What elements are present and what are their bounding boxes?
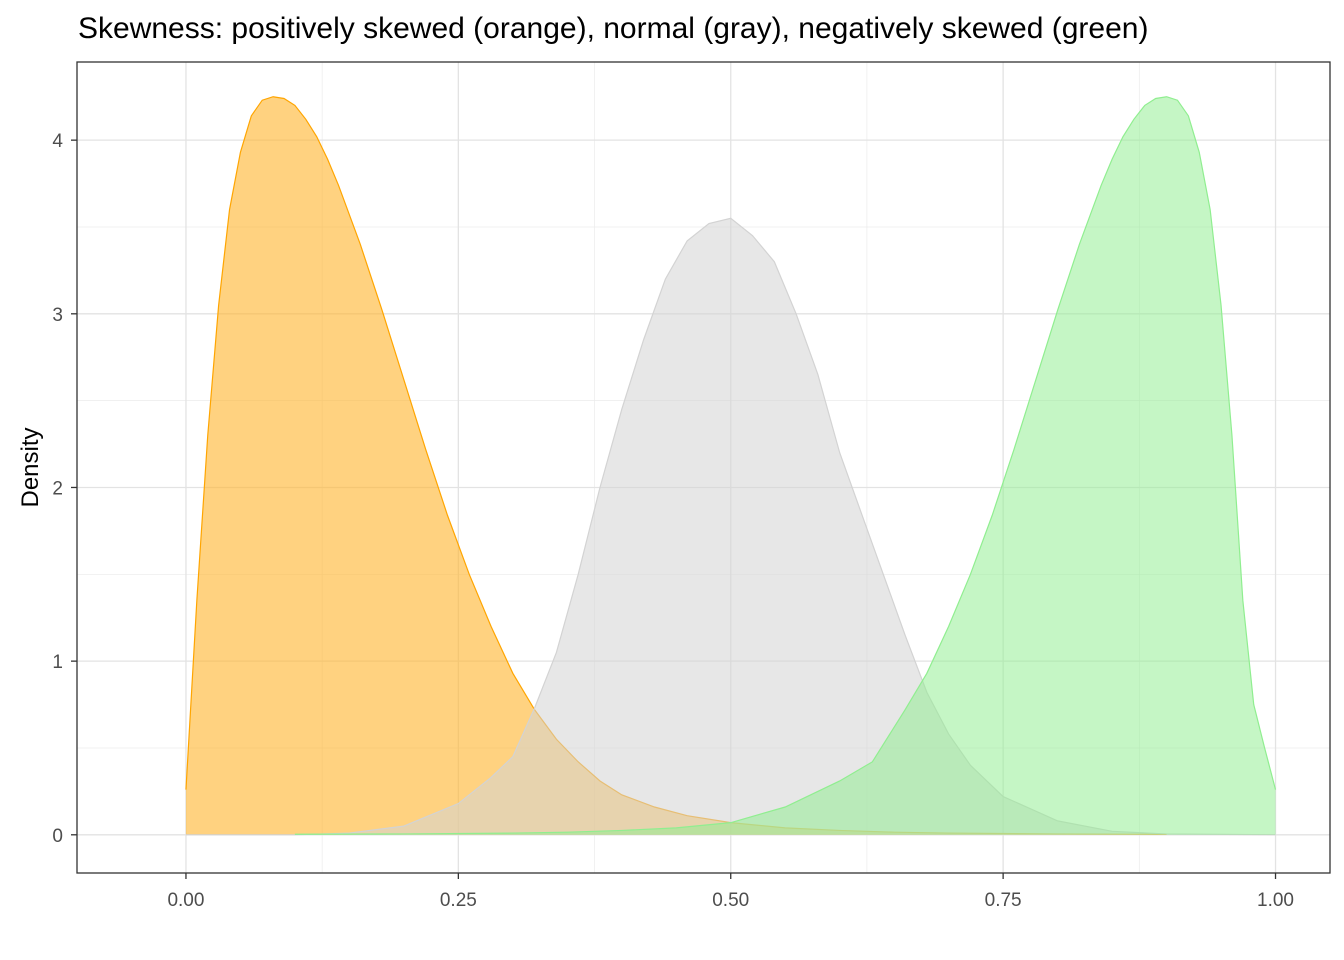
x-tick-label: 0.00 [167,890,204,911]
y-tick-label: 3 [52,305,63,326]
y-axis-title: Density [17,427,44,507]
x-tick-label: 1.00 [1257,890,1294,911]
density-area-orange [185,96,1167,835]
x-tick-label: 0.75 [985,890,1022,911]
y-tick-label: 1 [52,652,63,673]
y-tick-label: 2 [52,478,63,499]
chart-title: Skewness: positively skewed (orange), no… [78,12,1149,45]
x-tick-label: 0.25 [440,890,477,911]
y-tick-label: 0 [52,826,63,847]
y-tick-label: 4 [52,131,63,152]
density-area-gray [185,218,1276,835]
density-series [185,96,1277,836]
density-line-green [294,96,1277,835]
x-tick-label: 0.50 [712,890,749,911]
axes: 0.00 0.25 0.50 0.75 1.00 0 1 2 3 4 [52,131,1294,911]
density-area-green [294,96,1276,835]
panel-border [76,61,1331,874]
